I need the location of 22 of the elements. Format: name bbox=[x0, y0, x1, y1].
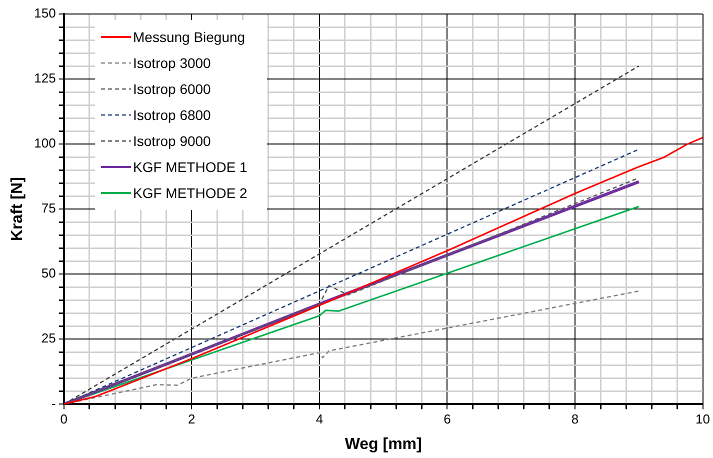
legend-label: Isotrop 6000 bbox=[133, 81, 211, 97]
y-tick-label: 50 bbox=[41, 266, 56, 281]
y-tick-label: - bbox=[52, 396, 56, 411]
legend-label: Isotrop 9000 bbox=[133, 133, 211, 149]
x-tick-label: 2 bbox=[188, 412, 196, 427]
x-tick-label: 4 bbox=[316, 412, 324, 427]
y-axis-title: Kraft [N] bbox=[9, 177, 26, 242]
y-tick-label: 125 bbox=[34, 70, 56, 86]
y-tick-label: 75 bbox=[41, 200, 56, 216]
x-tick-label: 6 bbox=[444, 412, 451, 427]
y-tick-label: 150 bbox=[34, 6, 56, 21]
legend-label: KGF METHODE 1 bbox=[133, 159, 248, 175]
x-axis-title: Weg [mm] bbox=[344, 436, 422, 453]
legend-label: Isotrop 6800 bbox=[133, 107, 211, 123]
x-tick-label: 0 bbox=[60, 412, 68, 427]
x-tick-label: 10 bbox=[696, 412, 710, 427]
legend-label: Isotrop 3000 bbox=[133, 55, 211, 71]
y-tick-label: 100 bbox=[34, 136, 56, 151]
legend-label: KGF METHODE 2 bbox=[133, 185, 248, 201]
y-tick-label: 25 bbox=[41, 330, 56, 346]
legend-label: Messung Biegung bbox=[133, 29, 246, 45]
x-tick-label: 8 bbox=[571, 412, 579, 427]
